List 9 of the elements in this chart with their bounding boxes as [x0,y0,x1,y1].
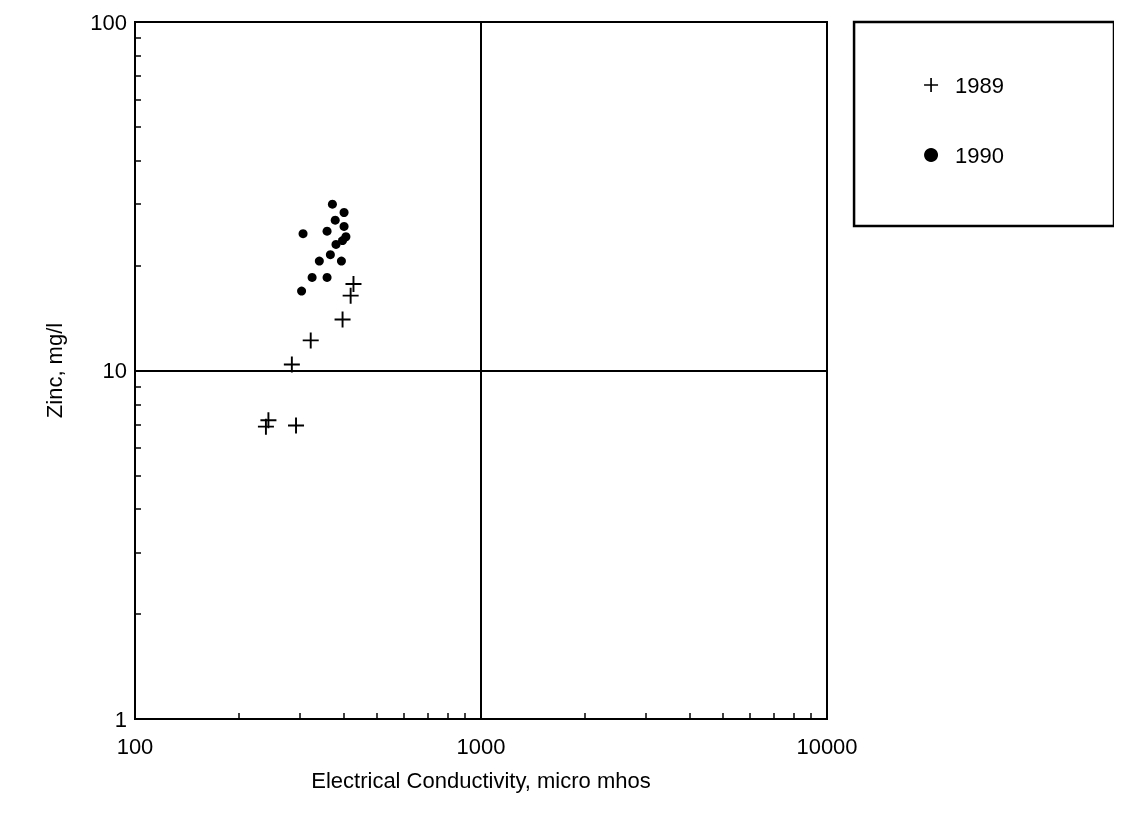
legend-label: 1990 [955,142,1005,168]
x-tick-label: 10000 [796,733,858,759]
y-tick-label: 100 [90,9,127,35]
y-tick-label: 10 [102,358,127,383]
x-tick-label: 1000 [456,733,506,759]
x-axis-title: Electrical Conductivity, micro mhos [311,767,651,793]
y-axis-title: Zinc, mg/l [41,322,67,419]
y-tick-label: 1 [114,706,127,732]
legend-label: 1989 [955,72,1005,98]
